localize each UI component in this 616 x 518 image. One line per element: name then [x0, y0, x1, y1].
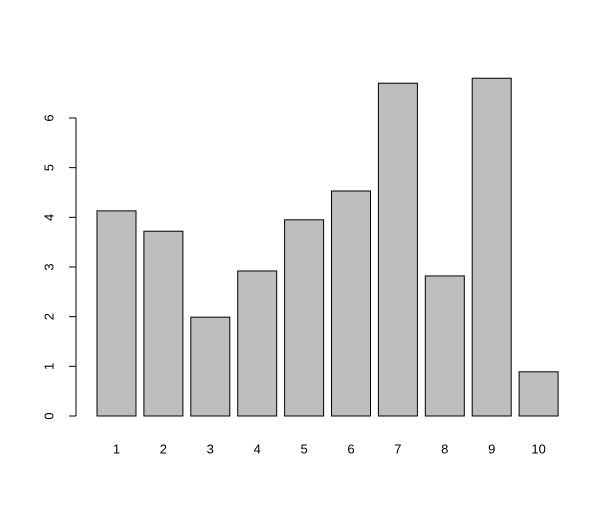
bar: [377, 82, 418, 417]
x-tick-label: 3: [207, 441, 214, 456]
bar: [424, 275, 465, 417]
y-tick-label: 2: [41, 313, 56, 320]
x-tick-label: 6: [347, 441, 354, 456]
x-tick-label: 5: [300, 441, 307, 456]
x-tick-label: 7: [394, 441, 401, 456]
x-tick-label: 10: [531, 441, 545, 456]
x-tick-label: 1: [113, 441, 120, 456]
bar: [237, 270, 278, 417]
x-tick-label: 2: [160, 441, 167, 456]
y-tick-label: 3: [41, 263, 56, 270]
x-tick-label: 8: [441, 441, 448, 456]
bar: [284, 219, 325, 417]
bar: [331, 190, 371, 417]
y-tick-label: 4: [41, 214, 56, 221]
x-tick-label: 9: [488, 441, 495, 456]
bar: [518, 371, 559, 417]
x-tick-label: 4: [254, 441, 261, 456]
y-tick-label: 5: [41, 164, 56, 171]
bar: [143, 230, 184, 417]
bar: [471, 77, 512, 417]
y-tick-label: 6: [41, 114, 56, 121]
bar: [190, 316, 231, 417]
y-tick-label: 1: [41, 363, 56, 370]
y-tick-label: 0: [41, 412, 56, 419]
bar: [96, 210, 137, 417]
